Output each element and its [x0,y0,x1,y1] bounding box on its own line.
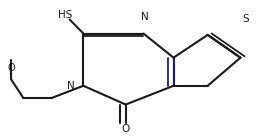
Text: N: N [141,12,149,22]
Text: HS: HS [59,10,73,20]
Text: S: S [243,15,249,25]
Text: O: O [7,63,15,73]
Text: O: O [122,124,130,134]
Text: N: N [67,81,75,91]
